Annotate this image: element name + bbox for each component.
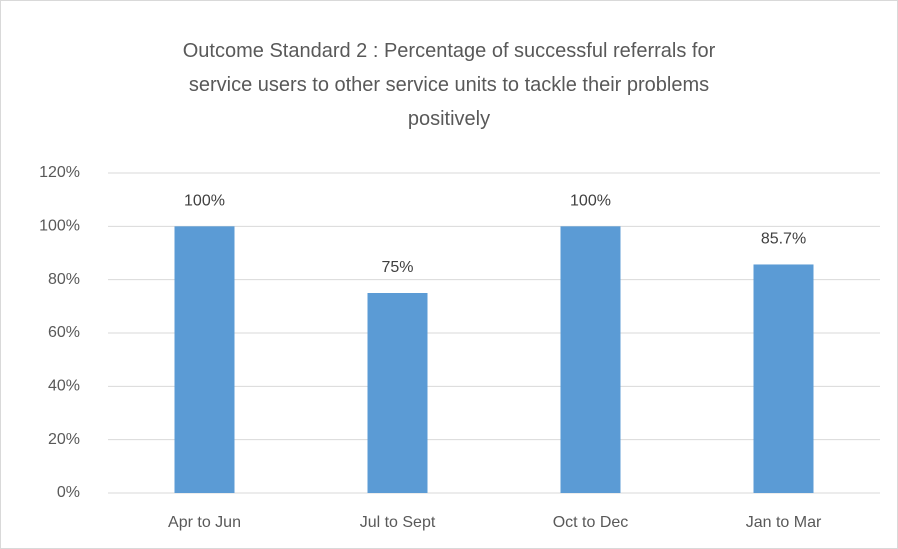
value-label: 75% bbox=[381, 259, 413, 276]
bar bbox=[753, 264, 814, 493]
value-label: 100% bbox=[570, 193, 611, 210]
x-tick-label: Jul to Sept bbox=[360, 514, 436, 531]
y-tick-label: 100% bbox=[39, 218, 80, 235]
x-tick-label: Jan to Mar bbox=[746, 514, 822, 531]
y-tick-label: 20% bbox=[48, 431, 80, 448]
y-tick-label: 0% bbox=[57, 484, 80, 501]
y-tick-label: 60% bbox=[48, 324, 80, 341]
y-tick-label: 80% bbox=[48, 271, 80, 288]
x-tick-label: Oct to Dec bbox=[553, 514, 629, 531]
bar bbox=[367, 293, 428, 493]
value-label: 85.7% bbox=[761, 231, 806, 248]
value-label: 100% bbox=[184, 193, 225, 210]
y-tick-label: 120% bbox=[39, 164, 80, 181]
x-tick-label: Apr to Jun bbox=[168, 514, 241, 531]
y-tick-label: 40% bbox=[48, 378, 80, 395]
chart-title: Outcome Standard 2 : Percentage of succe… bbox=[182, 40, 716, 130]
bar bbox=[560, 226, 621, 494]
bar bbox=[174, 226, 235, 494]
